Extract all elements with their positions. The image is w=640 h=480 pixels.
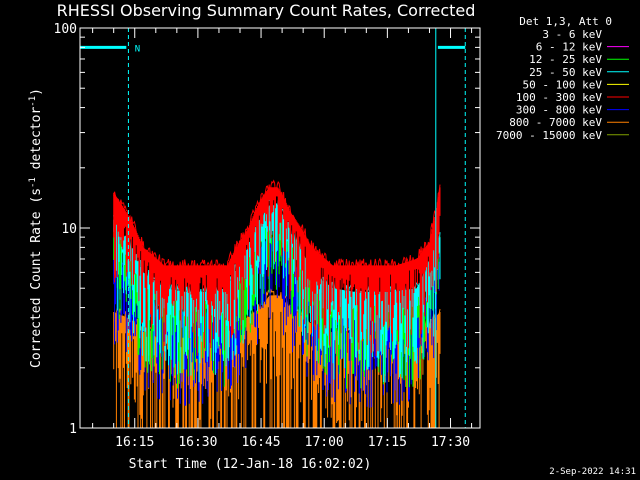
y-tick-label: 100 [54, 22, 77, 37]
y-axis-label-part3: ) [29, 88, 44, 96]
legend-title: Det 1,3, Att 0 [519, 15, 612, 28]
footer-date: 2-Sep-2022 14:31 [549, 467, 636, 477]
x-tick-label: 17:00 [305, 435, 344, 450]
y-axis-label-part1: Corrected Count Rate (s [29, 188, 44, 368]
series-trace-path [113, 187, 441, 356]
series-100-300-keV-trace [113, 179, 441, 356]
x-axis-label: Start Time (12-Jan-18 16:02:02) [129, 457, 372, 472]
legend-entry-label: 800 - 7000 keV [509, 116, 602, 129]
legend-entry-label: 25 - 50 keV [529, 66, 602, 79]
timeline-marker-label: N [135, 44, 140, 54]
legend-entry-label: 12 - 25 keV [529, 53, 602, 66]
series-envelope-line [113, 179, 441, 274]
legend-entry-label: 6 - 12 keV [536, 41, 603, 54]
chart-title: RHESSI Observing Summary Count Rates, Co… [57, 1, 476, 20]
y-axis-label: Corrected Count Rate (s-1 detector-1) [28, 88, 44, 368]
legend-entry-label: 50 - 100 keV [523, 78, 603, 91]
x-tick-label: 16:15 [115, 435, 154, 450]
y-axis-label-sup1: -1 [28, 177, 38, 188]
legend-entry-label: 100 - 300 keV [516, 91, 602, 104]
y-tick-label: 1 [69, 422, 77, 437]
legend-entry-label: 3 - 6 keV [542, 28, 602, 41]
y-axis-label-part2: detector [29, 107, 44, 178]
data-layer [113, 179, 441, 428]
axes-layer: 1 10 100 16:15 16:30 16:45 17:00 17:15 17:30 [54, 22, 481, 450]
x-tick-label: 17:30 [431, 435, 470, 450]
legend-entry-label: 300 - 800 keV [516, 104, 602, 117]
y-axis-label-sup2: -1 [28, 96, 38, 107]
x-tick-label: 17:15 [368, 435, 407, 450]
x-tick-label: 16:30 [178, 435, 217, 450]
legend-entry-label: 7000 - 15000 keV [496, 129, 602, 142]
y-tick-label: 10 [61, 222, 77, 237]
x-tick-label: 16:45 [241, 435, 280, 450]
